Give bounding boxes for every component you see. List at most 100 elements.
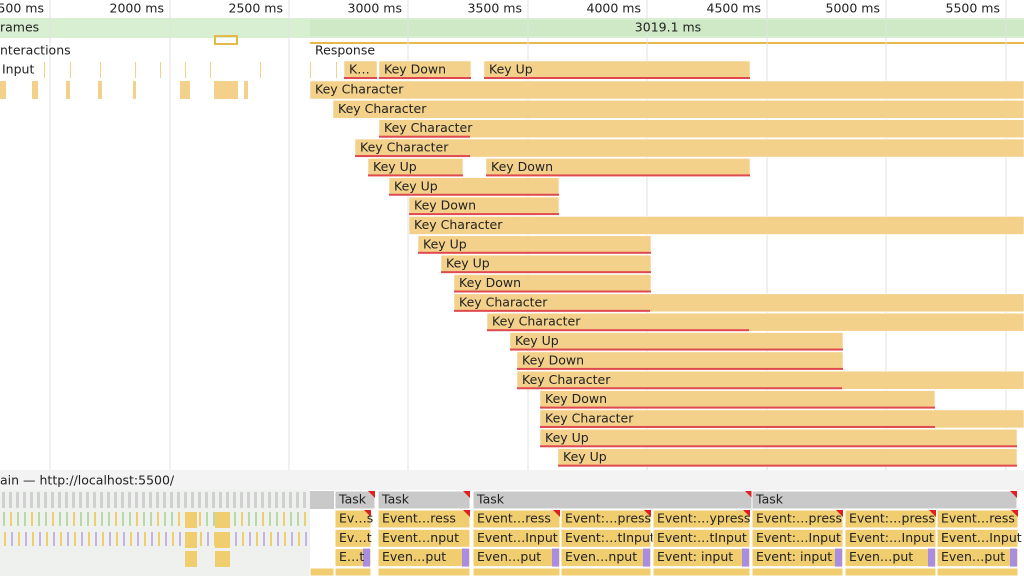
event-call-label: Event:…press (849, 511, 935, 526)
event-call-label: Event:…press (565, 511, 651, 526)
dense-event (53, 532, 55, 546)
dense-block (222, 512, 230, 528)
event-call-label: Event:…Input (849, 530, 934, 545)
main-header (0, 470, 1024, 490)
event-call-label: Even…put (941, 549, 1005, 564)
dense-event (284, 532, 286, 546)
dense-event (17, 512, 19, 526)
dense-event (151, 532, 153, 546)
task-label: Task (476, 492, 505, 507)
event-call (751, 548, 844, 568)
dense-event (115, 512, 117, 526)
event-call (472, 528, 561, 548)
dense-event (305, 532, 307, 546)
event-underline (379, 135, 470, 138)
dense-block (185, 532, 197, 548)
event-call-label: Event:…ypress (657, 511, 750, 526)
event-call (751, 509, 844, 529)
frame-mark (214, 35, 238, 45)
interactions-label: nteractions (0, 43, 71, 58)
event-underline (418, 251, 651, 254)
task-label: Task (338, 492, 367, 507)
main-label: ain — http://localhost:5500/ (0, 473, 175, 488)
dense-event (130, 532, 132, 546)
dense-event (129, 512, 131, 526)
event-label: Key Character (492, 314, 581, 329)
event-label: Key Character (459, 294, 548, 309)
dense-task (23, 492, 26, 508)
input-tick (210, 62, 211, 78)
event-label: Key Character (360, 140, 449, 155)
dense-task (247, 492, 250, 508)
event-underline (379, 77, 471, 79)
dense-event (276, 512, 278, 526)
dense-task (149, 492, 152, 508)
dense-event (270, 532, 272, 546)
event-call-label: Event:…Input (756, 530, 841, 545)
input-tick (310, 62, 311, 78)
dense-task (198, 492, 201, 508)
dense-event (165, 532, 167, 546)
input-tick (70, 62, 71, 78)
ruler-label: 500 ms (0, 1, 44, 16)
dense-event (234, 512, 236, 526)
event-call-label: Event…nput (382, 530, 459, 545)
event-label: Key Up (545, 430, 589, 445)
long-task-flag (745, 491, 752, 498)
dense-task (65, 492, 68, 508)
dense-task (142, 492, 145, 508)
dense-event (74, 532, 76, 546)
event-label: Key Down (459, 275, 521, 290)
small-event (133, 81, 136, 99)
event-underline (540, 445, 1017, 448)
event-bar (557, 448, 1018, 467)
event-label: Key Down (414, 198, 476, 213)
event-bar (453, 293, 1024, 313)
dense-event (38, 512, 40, 526)
long-task-flag (1010, 491, 1017, 498)
cut-call (751, 567, 844, 576)
long-flag (463, 510, 470, 517)
input-tick (160, 62, 161, 78)
dense-task (44, 492, 47, 508)
event-label: Key Down (491, 159, 553, 174)
dense-task (93, 492, 96, 508)
dense-task (254, 492, 257, 508)
dense-event (81, 532, 83, 546)
long-flag (836, 510, 843, 517)
dense-event (136, 512, 138, 526)
event-call (560, 528, 652, 548)
event-underline (409, 213, 559, 216)
dense-event (298, 532, 300, 546)
script-block (742, 548, 749, 567)
dense-task (212, 492, 215, 508)
event-bar (486, 312, 1024, 332)
cut-call (377, 567, 471, 576)
event-underline (517, 367, 843, 370)
event-call-label: E…t (339, 549, 364, 564)
event-label: Key Up (394, 178, 438, 193)
event-call (652, 548, 751, 568)
event-bar (539, 429, 1018, 448)
dense-event (67, 532, 69, 546)
dense-event (31, 512, 33, 526)
response-line (310, 42, 1024, 44)
response-label: Response (315, 43, 375, 58)
event-label: Key Character (522, 372, 611, 387)
event-call-label: Event…Input (941, 530, 1022, 545)
dense-block (222, 532, 230, 548)
dense-event (249, 532, 251, 546)
event-call (560, 509, 652, 529)
event-call (334, 528, 372, 548)
dense-task (219, 492, 222, 508)
cut-call (844, 567, 937, 576)
dense-task (205, 492, 208, 508)
dense-event (291, 532, 293, 546)
event-label: Key Character (545, 410, 634, 425)
cut-call (560, 567, 652, 576)
dense-event (123, 532, 125, 546)
event-call-label: Event…ress (477, 511, 551, 526)
event-call (472, 548, 561, 568)
event-call-label: Ev…t (339, 530, 372, 545)
